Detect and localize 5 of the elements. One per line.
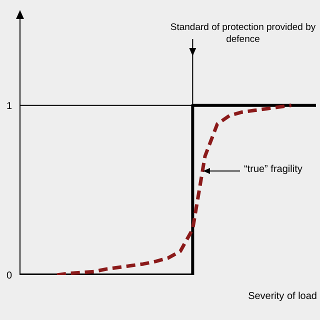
y-tick-label: 1: [6, 100, 12, 112]
x-axis-title: Severity of load: [248, 291, 317, 302]
annotation: Standard of protection provided by defence: [169, 22, 317, 46]
annotation: “true” fragility: [244, 164, 302, 175]
y-tick-label: 0: [6, 270, 12, 282]
